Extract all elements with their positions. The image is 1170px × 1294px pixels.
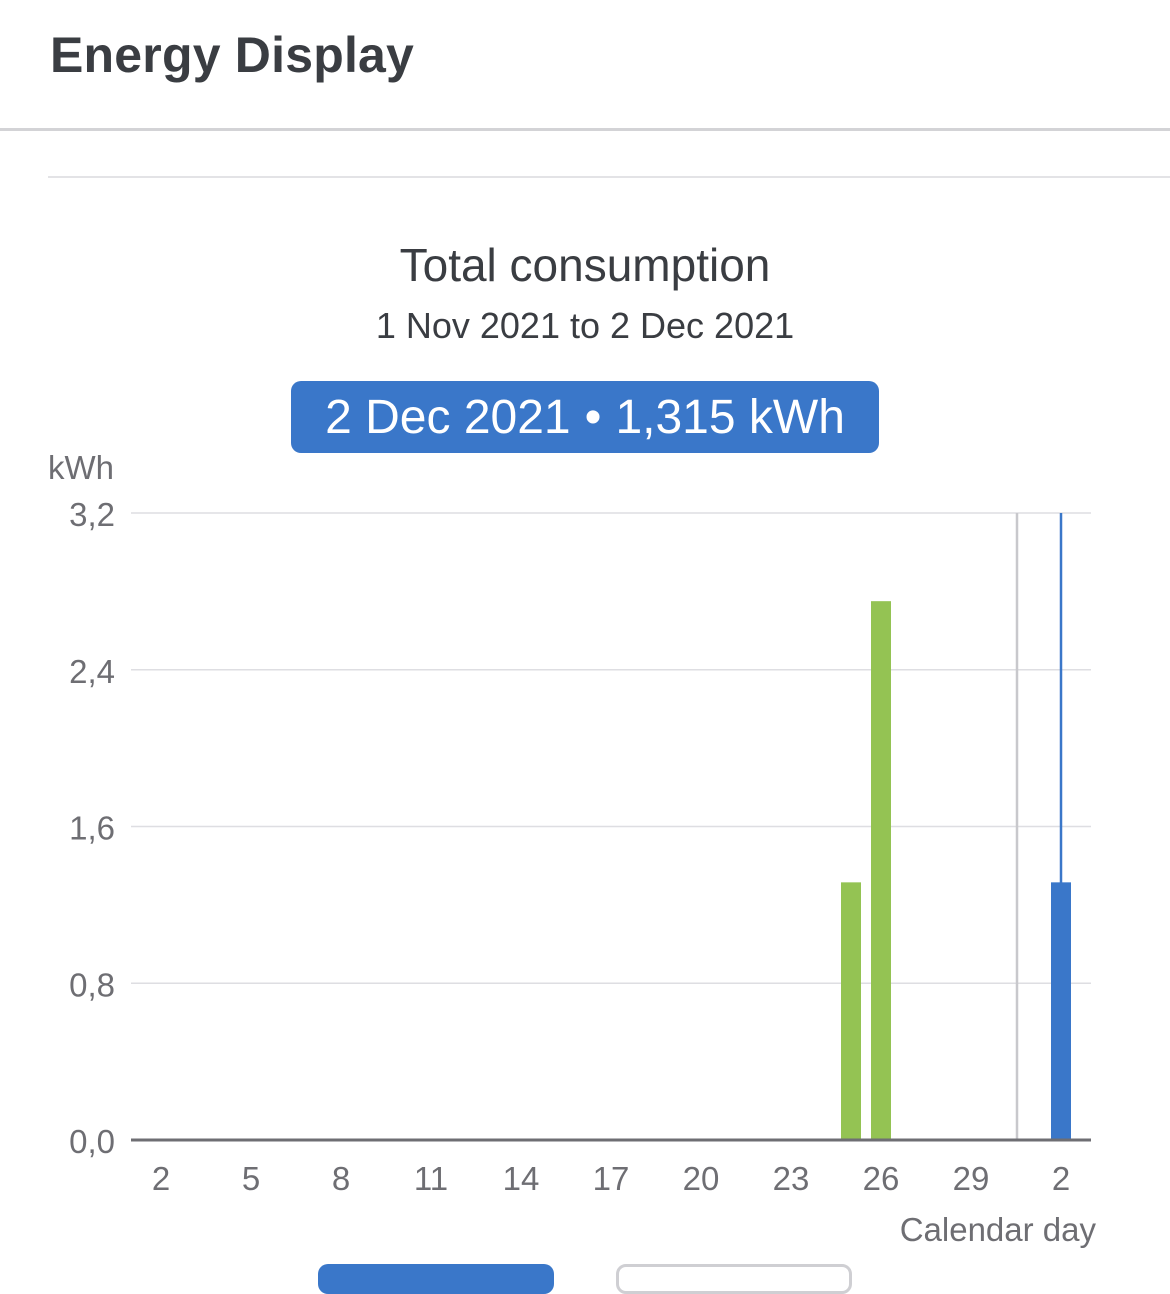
app-header: Energy Display bbox=[0, 0, 1170, 131]
x-tick-label: 8 bbox=[332, 1160, 350, 1197]
x-tick-label: 20 bbox=[683, 1160, 720, 1197]
x-tick-label: 2 bbox=[152, 1160, 170, 1197]
x-tick-label: 26 bbox=[863, 1160, 900, 1197]
bar-selected bbox=[1051, 882, 1071, 1140]
y-tick-label: 2,4 bbox=[69, 653, 115, 690]
y-tick-label: 0,8 bbox=[69, 966, 115, 1003]
period-tab-selected[interactable] bbox=[318, 1264, 554, 1294]
y-tick-label: 3,2 bbox=[69, 496, 115, 533]
y-axis-label: kWh bbox=[48, 449, 114, 486]
chart-title: Total consumption bbox=[399, 239, 771, 291]
chart-subtitle: 1 Nov 2021 to 2 Dec 2021 bbox=[375, 305, 795, 346]
x-tick-label: 11 bbox=[414, 1160, 448, 1197]
tooltip-separator: • bbox=[584, 390, 602, 444]
tooltip-value: 1,315 kWh bbox=[615, 390, 845, 444]
selected-bar-tooltip: 2 Dec 2021 • 1,315 kWh bbox=[291, 381, 879, 453]
x-tick-label: 23 bbox=[773, 1160, 810, 1197]
y-tick-label: 1,6 bbox=[69, 810, 115, 847]
x-tick-label: 29 bbox=[953, 1160, 990, 1197]
x-tick-label: 2 bbox=[1052, 1160, 1070, 1197]
x-tick-label: 5 bbox=[242, 1160, 260, 1197]
y-tick-label: 0,0 bbox=[69, 1123, 115, 1160]
consumption-bar-chart[interactable]: 0,0 0,8 1,6 2,4 3,2 kWh 2 5 8 11 14 17 20 23 26 29 2 Cale… bbox=[0, 430, 1170, 1250]
period-tab[interactable] bbox=[616, 1264, 852, 1294]
x-tick-label: 14 bbox=[503, 1160, 540, 1197]
app-title: Energy Display bbox=[50, 27, 415, 83]
bar bbox=[841, 882, 861, 1140]
bar bbox=[871, 601, 891, 1140]
x-axis-label: Calendar day bbox=[900, 1211, 1097, 1248]
x-tick-label: 17 bbox=[593, 1160, 630, 1197]
section-divider bbox=[48, 176, 1170, 178]
tooltip-date: 2 Dec 2021 bbox=[325, 390, 571, 444]
